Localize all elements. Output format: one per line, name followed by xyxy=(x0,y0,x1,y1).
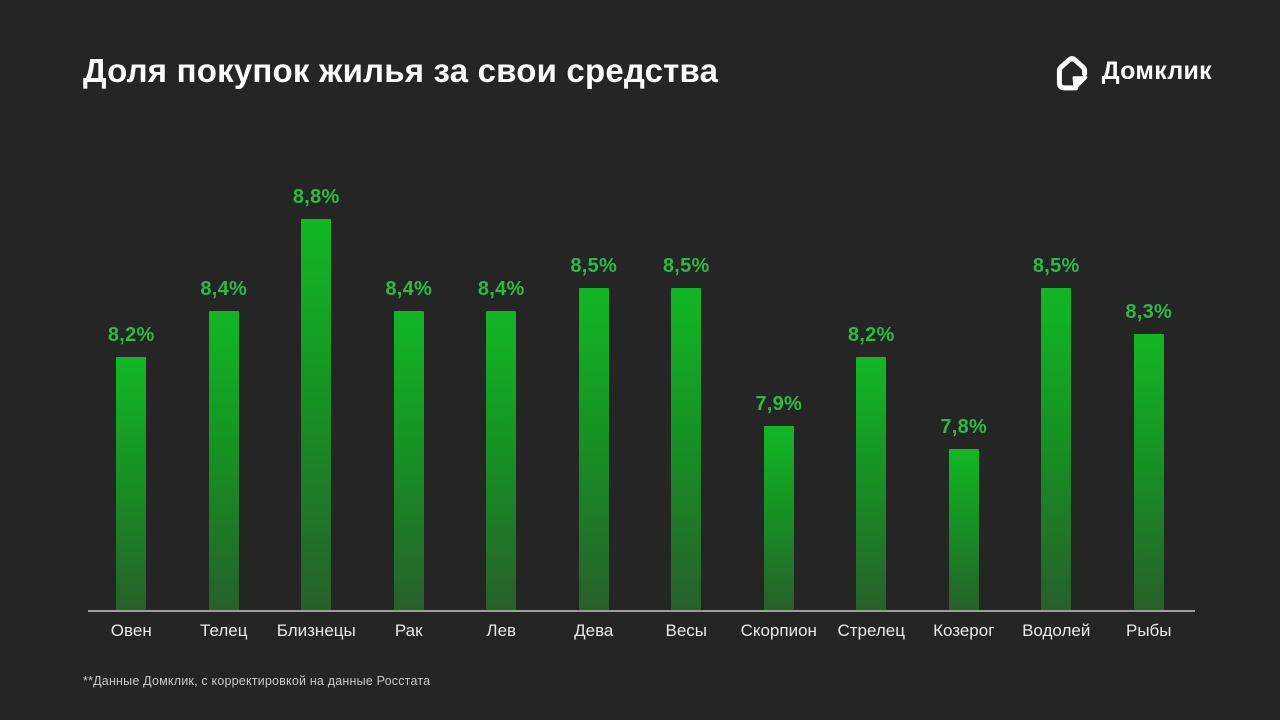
bar-value-label: 7,9% xyxy=(755,393,803,415)
bar-value-label: 8,2% xyxy=(847,324,895,346)
page-title: Доля покупок жилья за свои средства xyxy=(83,52,719,89)
bar xyxy=(116,357,147,610)
bar-value-label: 8,4% xyxy=(385,278,433,300)
bar-value-label: 8,5% xyxy=(570,255,618,277)
bar-column-Телец: 8,4% xyxy=(178,278,271,610)
bar-column-Дева: 8,5% xyxy=(548,255,641,610)
bar xyxy=(486,311,517,610)
bar xyxy=(578,288,609,610)
bar-column-Водолей: 8,5% xyxy=(1010,255,1103,610)
x-axis-label-Стрелец: Стрелец xyxy=(837,621,906,640)
bar-column-Лев: 8,4% xyxy=(455,278,548,610)
bar-value-label: 8,8% xyxy=(292,186,340,208)
domclick-logo: Домклик xyxy=(1051,50,1212,92)
x-axis-label-Дева: Дева xyxy=(574,621,614,640)
bar-chart: 8,2% 8,4% 8,8% 8,4% 8,4% 8,5% 8,5% 7,9% 8,2% 7,8%… xyxy=(85,160,1195,610)
bar-column-Овен: 8,2% xyxy=(85,324,178,610)
bar xyxy=(393,311,424,610)
bar-value-label: 8,5% xyxy=(1032,255,1080,277)
bar-column-Стрелец: 8,2% xyxy=(825,324,918,610)
bar xyxy=(856,357,887,610)
bar-column-Скорпион: 7,9% xyxy=(733,393,826,610)
bar-column-Козерог: 7,8% xyxy=(918,416,1011,610)
x-axis-label-Овен: Овен xyxy=(110,621,152,640)
bar-column-Близнецы: 8,8% xyxy=(270,186,363,610)
bar-value-label: 8,5% xyxy=(662,255,710,277)
bar xyxy=(301,219,332,610)
x-axis-line xyxy=(88,610,1195,612)
bar xyxy=(671,288,702,610)
domclick-house-icon xyxy=(1051,50,1093,92)
bar-value-label: 7,8% xyxy=(940,416,988,438)
bar xyxy=(1133,334,1164,610)
domclick-logo-text: Домклик xyxy=(1101,56,1212,85)
bar-column-Рыбы: 8,3% xyxy=(1103,301,1196,610)
bar-column-Рак: 8,4% xyxy=(363,278,456,610)
bar xyxy=(948,449,979,610)
bar xyxy=(1041,288,1072,610)
header: Доля покупок жилья за свои средства Домк… xyxy=(83,50,1212,92)
bar xyxy=(763,426,794,610)
bar-value-label: 8,3% xyxy=(1125,301,1173,323)
bar xyxy=(208,311,239,610)
x-axis-label-Телец: Телец xyxy=(200,621,248,640)
x-axis-label-Близнецы: Близнецы xyxy=(276,621,356,640)
x-axis-label-Водолей: Водолей xyxy=(1022,621,1091,640)
bar-value-label: 8,2% xyxy=(107,324,155,346)
x-axis-label-Весы: Весы xyxy=(665,621,707,640)
x-axis-label-Рак: Рак xyxy=(394,621,423,640)
bar-value-label: 8,4% xyxy=(200,278,248,300)
x-axis-label-Лев: Лев xyxy=(486,621,517,640)
x-axis-label-Скорпион: Скорпион xyxy=(740,621,817,640)
x-axis-label-Рыбы: Рыбы xyxy=(1125,621,1172,640)
x-axis-label-Козерог: Козерог xyxy=(933,621,995,640)
chart-bars: 8,2% 8,4% 8,8% 8,4% 8,4% 8,5% 8,5% 7,9% 8,2% 7,8%… xyxy=(85,160,1195,610)
footnote: **Данные Домклик, с корректировкой на да… xyxy=(83,674,431,688)
bar-value-label: 8,4% xyxy=(477,278,525,300)
bar-column-Весы: 8,5% xyxy=(640,255,733,610)
x-axis-labels: Овен Телец Близнецы Рак Лев Дева Весы Скорпион С… xyxy=(85,621,1195,641)
